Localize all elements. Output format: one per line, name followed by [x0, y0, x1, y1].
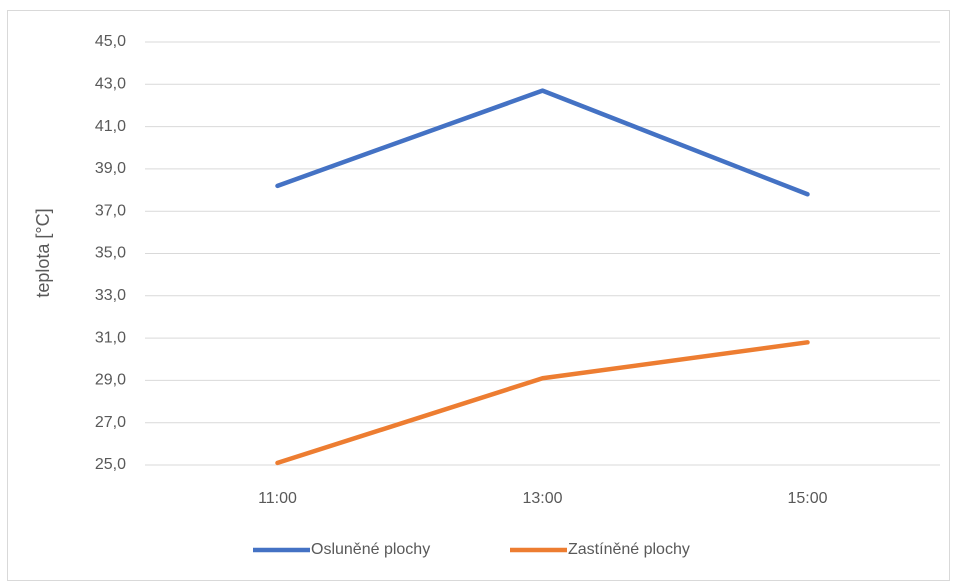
y-tick-label: 29,0 [95, 372, 126, 389]
y-tick-label: 33,0 [95, 287, 126, 304]
y-tick-label: 45,0 [95, 33, 126, 50]
series-line [275, 340, 810, 466]
series-line [275, 88, 810, 197]
x-tick-label: 11:00 [258, 490, 297, 507]
y-tick-label: 35,0 [95, 245, 126, 262]
y-tick-label: 27,0 [95, 414, 126, 431]
legend-label: Zastíněné plochy [568, 541, 690, 558]
y-tick-label: 39,0 [95, 160, 126, 177]
y-tick-label: 41,0 [95, 118, 126, 135]
x-tick-label: 15:00 [787, 490, 827, 507]
y-tick-label: 37,0 [95, 202, 126, 219]
y-tick-label: 25,0 [95, 456, 126, 473]
legend-label: Osluněné plochy [311, 541, 430, 558]
y-tick-label: 31,0 [95, 329, 126, 346]
y-axis-label: teplota [°C] [33, 208, 53, 297]
x-tick-label: 13:00 [522, 490, 562, 507]
y-tick-label: 43,0 [95, 76, 126, 93]
